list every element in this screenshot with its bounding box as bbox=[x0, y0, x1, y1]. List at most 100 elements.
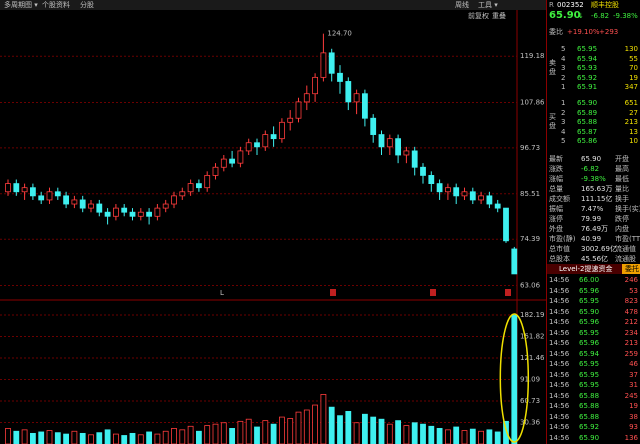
volume-bar bbox=[129, 432, 136, 444]
volume-bar bbox=[187, 425, 194, 444]
candle-body bbox=[403, 150, 410, 156]
book-row: 3 65.88 213 bbox=[547, 117, 640, 127]
cell: 93 bbox=[629, 423, 638, 431]
candle-body bbox=[295, 101, 302, 119]
toolbar-item: 工具 ▾ bbox=[478, 1, 498, 9]
tick-row: 14:56 65.94 259 bbox=[547, 349, 640, 359]
y-tick-label: 63.06 bbox=[520, 281, 541, 289]
cell: 27 bbox=[629, 108, 638, 117]
toolbar-item: 多周期图 ▾ bbox=[4, 0, 38, 9]
cell: 10 bbox=[629, 137, 638, 145]
cell: 3002.69亿 bbox=[581, 245, 617, 253]
volume-bar bbox=[146, 431, 153, 444]
cell: 总量 bbox=[549, 185, 563, 193]
cell: 流通值 bbox=[615, 245, 636, 253]
stat-row: 成交额 111.15亿 换手 bbox=[547, 194, 640, 204]
candle-body bbox=[303, 93, 310, 103]
cell: 7.47% bbox=[581, 205, 604, 213]
candle-body bbox=[320, 52, 327, 78]
candle-body bbox=[212, 166, 219, 176]
volume-bar bbox=[370, 416, 377, 444]
candle-body bbox=[469, 191, 476, 201]
candle-body bbox=[278, 121, 285, 140]
cell: 478 bbox=[624, 307, 638, 316]
volume-bar bbox=[5, 428, 11, 444]
cell: 19 bbox=[629, 402, 638, 410]
price-row: 65.90 ↓ -6.82 -9.38% bbox=[547, 11, 640, 24]
volume-bar bbox=[121, 435, 128, 444]
volume-bar bbox=[204, 425, 211, 444]
y-tick-label: 96.73 bbox=[520, 144, 540, 152]
cell: 最新 bbox=[549, 155, 563, 163]
cell: 14:56 bbox=[549, 276, 570, 284]
cell: 5 bbox=[561, 45, 566, 53]
volume-bar bbox=[353, 422, 360, 444]
cell: 1 bbox=[561, 99, 566, 107]
candle-body bbox=[461, 191, 468, 197]
cell: 14:56 bbox=[549, 381, 570, 389]
stat-row: 最新 65.90 开盘 bbox=[547, 154, 640, 164]
volume-bar bbox=[453, 426, 460, 444]
stat-row: 涨跌 -6.82 最高 bbox=[547, 164, 640, 174]
cell: 55 bbox=[629, 54, 638, 63]
volume-bar bbox=[79, 432, 86, 444]
y-tick-label: 85.51 bbox=[520, 190, 540, 198]
volume-bar bbox=[395, 420, 402, 444]
cell: 涨跌 bbox=[549, 165, 563, 173]
cell: 涨停 bbox=[549, 215, 563, 223]
cell: 111.15亿 bbox=[581, 195, 613, 203]
cell: 38 bbox=[629, 412, 638, 421]
cell: 14:56 bbox=[549, 328, 570, 337]
volume-bar bbox=[378, 418, 385, 444]
cell: 14:56 bbox=[549, 370, 570, 379]
cell: -9.38% bbox=[581, 175, 606, 183]
y-tick-label: 30.36 bbox=[520, 418, 541, 426]
cell: 65.95 bbox=[579, 297, 600, 305]
candle-body bbox=[38, 195, 45, 201]
cell: 66.00 bbox=[579, 276, 600, 284]
cell: 65.88 bbox=[579, 402, 600, 410]
cell: 65.95 bbox=[579, 370, 600, 379]
cell: 涨幅 bbox=[549, 175, 563, 183]
cell: 2 bbox=[561, 108, 566, 117]
cell: ↓ bbox=[578, 12, 584, 20]
volume-bar bbox=[436, 428, 443, 444]
candle-body bbox=[328, 52, 335, 74]
candle-body bbox=[204, 175, 211, 189]
candle-body bbox=[494, 203, 501, 209]
cell: 最高 bbox=[615, 165, 629, 173]
candle-body bbox=[154, 207, 161, 217]
candle-body bbox=[88, 203, 94, 209]
cell: 79.99 bbox=[581, 215, 602, 223]
stat-row: 涨停 79.99 跌停 bbox=[547, 214, 640, 224]
cell: 259 bbox=[624, 349, 638, 358]
volume-bar bbox=[486, 429, 493, 444]
tick-row: 14:56 65.92 93 bbox=[547, 422, 640, 432]
candle-body bbox=[503, 207, 509, 242]
cell: 213 bbox=[624, 118, 638, 126]
event-marker bbox=[430, 289, 436, 296]
book-row: 4 65.87 13 bbox=[547, 127, 640, 137]
volume-bar bbox=[287, 418, 294, 444]
cell: 14:56 bbox=[549, 412, 570, 421]
tick-row: 14:56 65.90 136 bbox=[547, 433, 640, 443]
candle-body bbox=[5, 183, 11, 193]
volume-bar bbox=[137, 434, 144, 444]
book-row: 3 65.93 70 bbox=[547, 63, 640, 73]
cell: 总股本 bbox=[549, 255, 570, 263]
cell: 外盘 bbox=[549, 225, 563, 233]
toolbar-item: 周线 bbox=[455, 0, 469, 9]
cell: 65.88 bbox=[577, 118, 598, 126]
volume-bar bbox=[328, 406, 335, 444]
quote-panel: R 002352 顺丰控股 65.90 ↓ -6.82 -9.38% 委比 +19.10% +29… bbox=[546, 0, 640, 444]
cell: 14:56 bbox=[549, 349, 570, 358]
tab-bar: Level-2提速资金 委托 bbox=[547, 264, 640, 274]
cell: 65.95 bbox=[579, 328, 600, 337]
candle-body bbox=[361, 93, 368, 119]
cell: 651 bbox=[624, 99, 638, 107]
book-row: 5 65.86 10 bbox=[547, 136, 640, 146]
volume-bar bbox=[320, 394, 327, 444]
tick-row: 14:56 65.95 46 bbox=[547, 359, 640, 369]
volume-bar bbox=[179, 429, 186, 444]
cell: 14:56 bbox=[549, 360, 570, 368]
